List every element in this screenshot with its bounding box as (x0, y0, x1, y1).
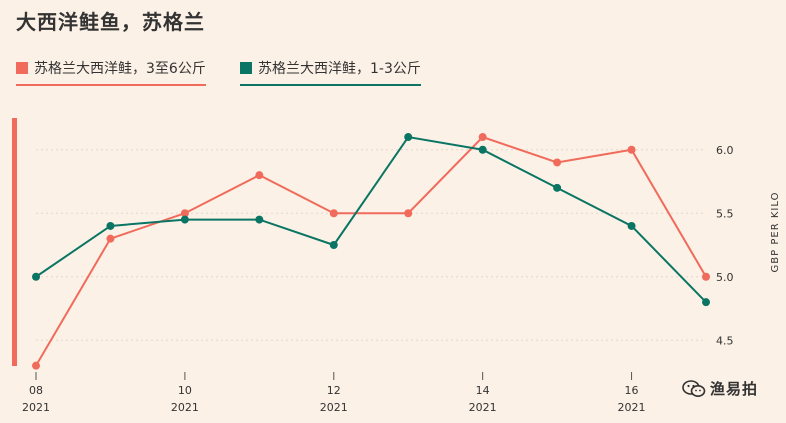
y-tick-label: 5.5 (716, 207, 734, 220)
legend-label-small: 苏格兰大西洋鲑，1-3公斤 (258, 61, 421, 77)
data-point-small (32, 272, 40, 281)
legend-item-large-salmon[interactable]: 苏格兰大西洋鲑，3至6公斤 (16, 58, 206, 86)
data-point-small (702, 298, 710, 307)
data-point-large (106, 234, 115, 243)
x-tick-label: 16 (625, 384, 639, 397)
data-point-large (553, 158, 562, 167)
wechat-icon (682, 379, 706, 397)
chart-title: 大西洋鲑鱼，苏格兰 (16, 10, 205, 34)
x-tick-year-label: 2021 (171, 401, 199, 414)
legend-item-small-salmon[interactable]: 苏格兰大西洋鲑，1-3公斤 (240, 58, 421, 86)
x-tick-label: 14 (476, 384, 490, 397)
data-point-small (478, 145, 487, 154)
x-tick-year-label: 2021 (618, 401, 646, 414)
watermark: 渔易拍 (682, 378, 758, 399)
data-point-large (329, 209, 338, 218)
legend-swatch-large (16, 62, 28, 74)
y-axis-label: GBP PER KILO (770, 192, 781, 273)
x-tick-label: 08 (29, 384, 43, 397)
legend-swatch-small (240, 62, 252, 74)
y-tick-label: 5.0 (716, 271, 734, 284)
data-point-large (255, 171, 264, 180)
watermark-text: 渔易拍 (709, 380, 758, 398)
left-accent-bar (12, 118, 17, 366)
y-tick-label: 4.5 (716, 334, 734, 347)
data-point-small (180, 215, 189, 224)
data-point-large (32, 361, 40, 370)
legend-label-large: 苏格兰大西洋鲑，3至6公斤 (34, 61, 206, 77)
data-point-small (329, 241, 338, 249)
data-point-large (180, 209, 189, 218)
data-point-large (627, 145, 636, 154)
x-tick-year-label: 2021 (320, 401, 348, 414)
x-tick-label: 10 (178, 384, 192, 397)
series-line-small (35, 135, 707, 303)
x-tick-label: 12 (327, 384, 341, 397)
series-line-large (35, 135, 707, 367)
data-point-small (553, 183, 562, 192)
x-tick-year-label: 2021 (22, 401, 50, 414)
data-point-small (404, 133, 413, 142)
x-tick-year-label: 2021 (469, 401, 497, 414)
data-point-small (627, 221, 636, 230)
data-point-large (478, 133, 487, 142)
data-point-large (404, 209, 413, 218)
data-point-large (702, 272, 710, 281)
y-tick-label: 6.0 (716, 144, 734, 157)
data-point-small (106, 221, 115, 230)
data-point-small (255, 215, 264, 224)
